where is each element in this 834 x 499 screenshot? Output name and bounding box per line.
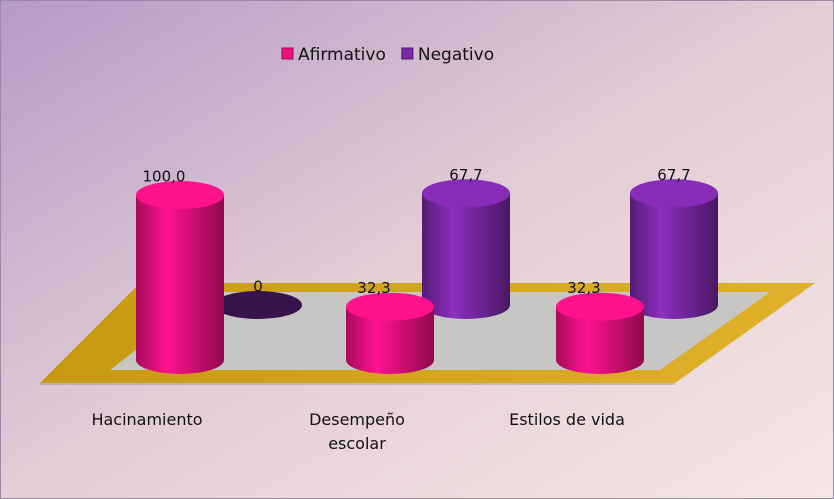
cylinder-body [422, 193, 510, 319]
data-label: 67,7 [449, 166, 482, 184]
data-label: 32,3 [567, 279, 600, 297]
cylinder-top [346, 292, 434, 321]
cylinder-body [556, 306, 644, 374]
cylinder [556, 292, 644, 374]
x-tick-label: Hacinamiento [91, 410, 203, 429]
cylinder [214, 291, 302, 319]
cylinder-top [214, 291, 302, 319]
x-tick-label: Desempeño escolar [309, 410, 405, 453]
legend-label: Afirmativo [298, 45, 386, 65]
legend-swatch [281, 47, 294, 60]
x-tick-label: Estilos de vida [509, 410, 625, 429]
cylinder [346, 292, 434, 374]
cylinder [136, 181, 224, 374]
cylinder-top [630, 179, 718, 208]
data-label: 0 [253, 278, 263, 296]
cylinder-body [346, 306, 434, 374]
data-label: 100,0 [143, 168, 186, 186]
legend-label: Negativo [418, 45, 494, 65]
cylinder [630, 179, 718, 319]
cylinder-top [136, 181, 224, 209]
cylinder-body [630, 193, 718, 319]
data-label: 67,7 [657, 166, 690, 184]
cylinder-top [422, 179, 510, 208]
cylinder-top [556, 292, 644, 321]
cylinder [422, 179, 510, 319]
legend-swatch [401, 47, 414, 60]
cylinder-body [136, 195, 224, 374]
data-label: 32,3 [357, 279, 390, 297]
